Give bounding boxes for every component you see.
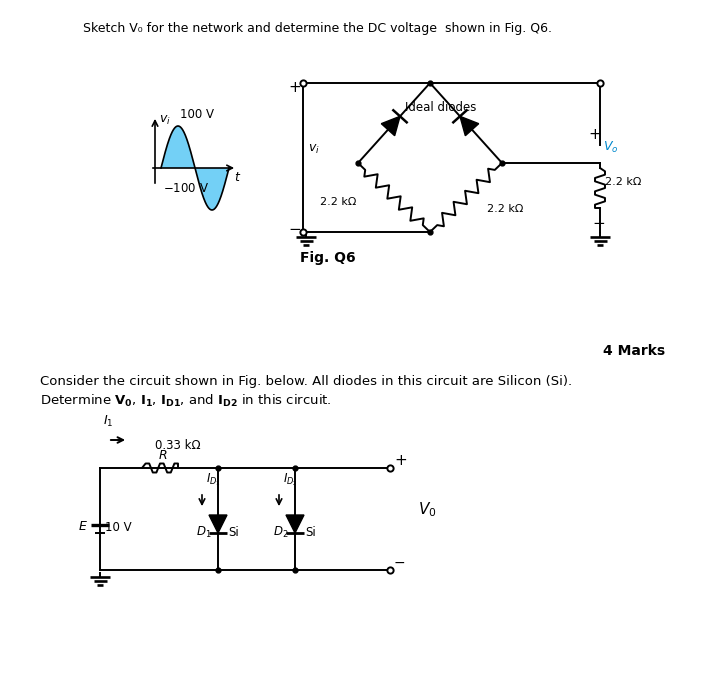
Text: 2.2 kΩ: 2.2 kΩ xyxy=(320,197,356,207)
Text: Determine $\mathbf{V_0}$, $\mathbf{I_1}$, $\mathbf{I_{D1}}$, and $\mathbf{I_{D2}: Determine $\mathbf{V_0}$, $\mathbf{I_1}$… xyxy=(40,393,331,409)
Text: $I_{D_2}$: $I_{D_2}$ xyxy=(283,471,298,488)
Text: $v_i$: $v_i$ xyxy=(159,114,171,127)
Text: Sketch V₀ for the network and determine the DC voltage  shown in Fig. Q6.: Sketch V₀ for the network and determine … xyxy=(83,22,552,35)
Text: $D_2$: $D_2$ xyxy=(273,525,288,540)
Text: $V_0$: $V_0$ xyxy=(418,500,436,519)
Polygon shape xyxy=(286,515,304,533)
Text: 4 Marks: 4 Marks xyxy=(603,344,665,358)
Text: Ideal diodes: Ideal diodes xyxy=(405,101,477,114)
Text: 2.2 kΩ: 2.2 kΩ xyxy=(605,177,642,187)
Text: $R$: $R$ xyxy=(158,449,168,462)
Text: 0.33 kΩ: 0.33 kΩ xyxy=(155,439,201,452)
Text: $I_1$: $I_1$ xyxy=(103,414,114,429)
Text: +: + xyxy=(588,127,601,142)
Text: −: − xyxy=(288,223,301,238)
Text: $t$: $t$ xyxy=(234,171,241,184)
Text: Si: Si xyxy=(305,526,316,539)
Text: 2.2 kΩ: 2.2 kΩ xyxy=(487,204,523,214)
Text: 100 V: 100 V xyxy=(180,108,214,121)
Text: $E$: $E$ xyxy=(78,520,88,533)
Text: Consider the circuit shown in Fig. below. All diodes in this circuit are Silicon: Consider the circuit shown in Fig. below… xyxy=(40,375,572,388)
Text: $V_o$: $V_o$ xyxy=(603,140,618,155)
Text: +: + xyxy=(394,453,407,468)
Text: $I_{D_1}$: $I_{D_1}$ xyxy=(206,471,221,488)
Text: $D_1$: $D_1$ xyxy=(196,525,211,540)
Text: Fig. Q6: Fig. Q6 xyxy=(300,251,355,265)
Text: 10 V: 10 V xyxy=(105,521,132,534)
Text: +: + xyxy=(288,81,301,96)
Text: $-100$ V: $-100$ V xyxy=(163,182,209,195)
Text: Si: Si xyxy=(228,526,239,539)
Text: −: − xyxy=(394,556,405,570)
Text: −: − xyxy=(592,216,605,231)
Polygon shape xyxy=(460,116,479,136)
Polygon shape xyxy=(209,515,227,533)
Polygon shape xyxy=(381,116,400,136)
Text: $v_i$: $v_i$ xyxy=(308,143,320,156)
